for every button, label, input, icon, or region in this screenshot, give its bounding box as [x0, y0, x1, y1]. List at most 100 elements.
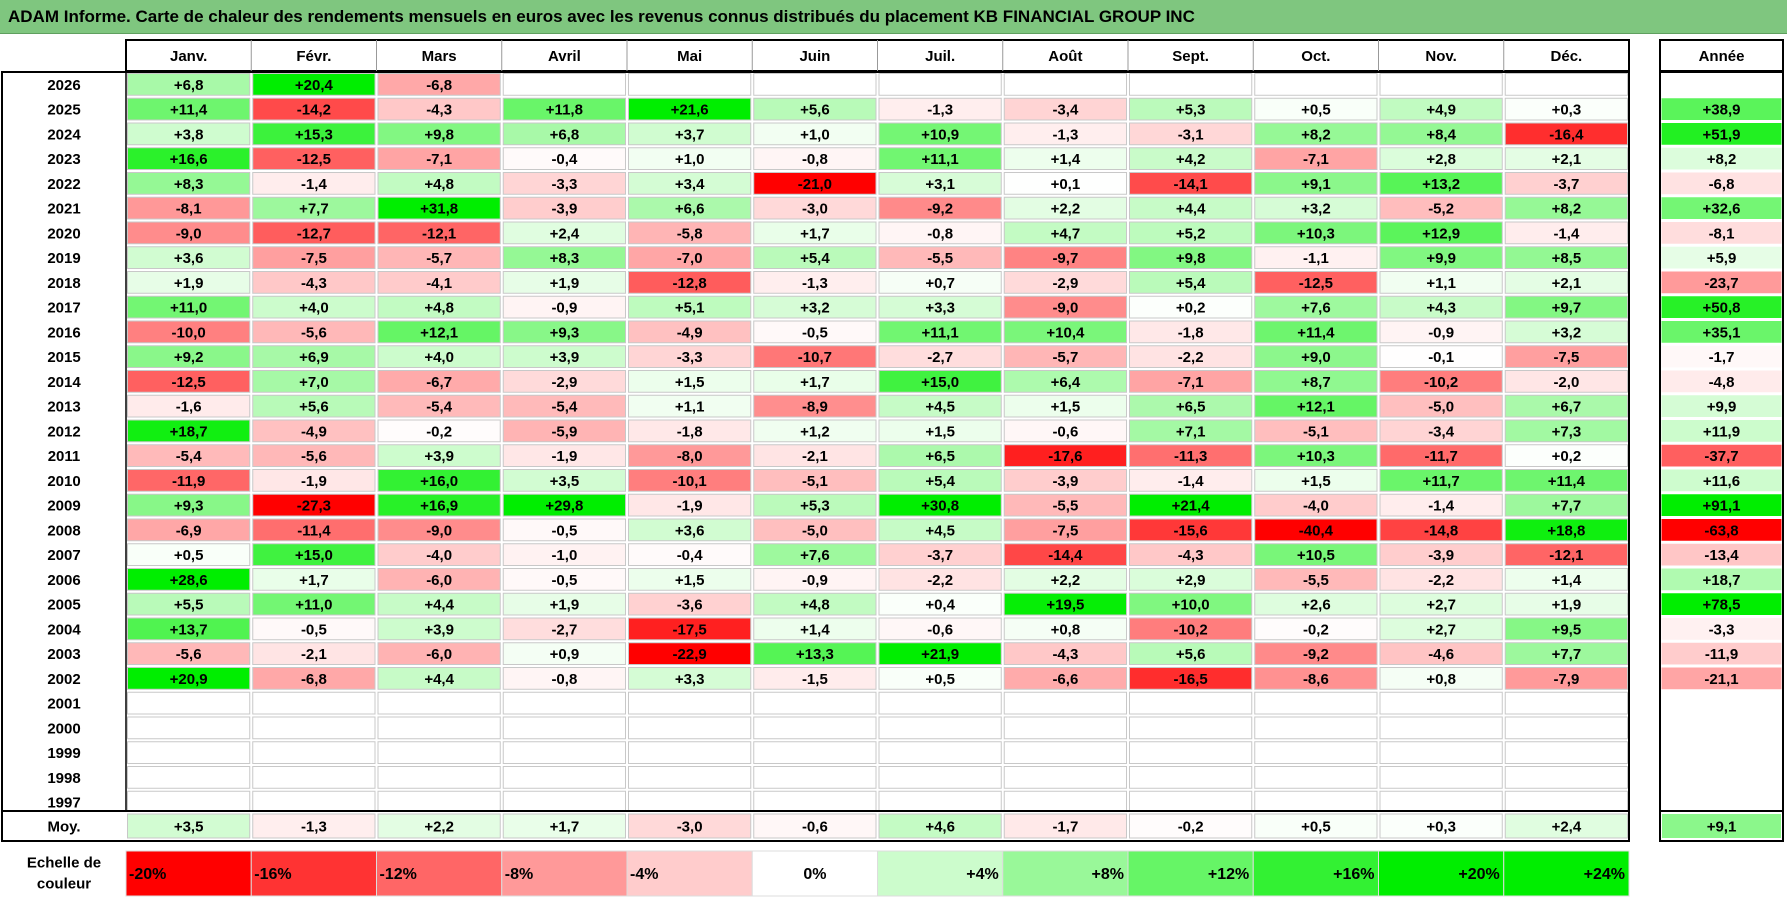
cell-value: -4,6	[1428, 646, 1454, 663]
heatmap-cell	[127, 518, 251, 542]
cell-value: -3,9	[551, 201, 577, 218]
heatmap-cell	[1254, 147, 1378, 170]
heatmap-cell	[1003, 345, 1127, 368]
average-cell	[1254, 813, 1378, 839]
cell-value: -5,1	[1303, 423, 1329, 440]
cell-value: -0,5	[551, 522, 577, 539]
heatmap-cell	[502, 295, 626, 319]
average-value: +4,6	[925, 819, 955, 836]
heatmap-cell	[1254, 469, 1378, 492]
year-label-2020: 2020	[47, 225, 80, 242]
annual-value: +35,1	[1703, 324, 1741, 341]
heatmap-cell	[1003, 394, 1127, 418]
heatmap-cell	[1504, 493, 1628, 517]
annual-average-cell	[1662, 814, 1781, 838]
heatmap-cell	[377, 493, 501, 517]
cell-value: +0,7	[925, 275, 955, 292]
cell-value: +2,9	[1176, 572, 1206, 589]
heatmap-cell	[1003, 790, 1127, 814]
heatmap-cell	[1003, 147, 1127, 170]
cell-value: -17,6	[1048, 448, 1082, 465]
cell-value: +3,3	[925, 300, 955, 317]
year-label-2022: 2022	[47, 176, 80, 193]
heatmap-cell	[628, 271, 752, 294]
heatmap-cell	[878, 320, 1002, 344]
cell-value: +13,7	[170, 621, 208, 638]
cell-value: -14,2	[297, 102, 331, 119]
cell-value: -11,4	[297, 522, 331, 539]
heatmap-cell	[1379, 172, 1503, 195]
heatmap-cell	[1504, 790, 1628, 814]
cell-value: +2,6	[1301, 597, 1331, 614]
average-cell	[1003, 813, 1127, 839]
heatmap-cell	[127, 766, 251, 789]
heatmap-cell	[252, 617, 376, 641]
heatmap-cell	[502, 716, 626, 740]
cell-value: +6,5	[925, 448, 955, 465]
cell-value: +11,4	[1297, 324, 1335, 341]
cell-value: -14,8	[1424, 522, 1458, 539]
scale-label: -20%	[129, 866, 166, 883]
cell-value: -1,9	[551, 448, 577, 465]
cell-value: +21,6	[671, 102, 709, 119]
cell-value: +9,9	[1426, 250, 1456, 267]
cell-value: +7,6	[800, 547, 830, 564]
heatmap-cell	[127, 741, 251, 764]
heatmap-cell	[628, 568, 752, 591]
heatmap-cell	[878, 667, 1002, 690]
heatmap-cell	[1129, 667, 1253, 690]
heatmap-cell	[377, 73, 501, 96]
annual-cell	[1661, 543, 1782, 566]
cell-value: +1,9	[1552, 597, 1582, 614]
average-value: +3,5	[174, 819, 204, 836]
cell-value: -40,4	[1299, 522, 1334, 539]
heatmap-cell	[753, 122, 877, 146]
heatmap-cell	[377, 419, 501, 443]
heatmap-cell	[1129, 691, 1253, 715]
cell-value: -3,7	[1553, 176, 1579, 193]
cell-value: +13,2	[1422, 176, 1460, 193]
heatmap-cell	[878, 444, 1002, 467]
cell-value: +11,4	[1548, 473, 1586, 490]
heatmap-cell	[628, 172, 752, 195]
cell-value: -2,2	[1178, 349, 1204, 366]
heatmap-cell	[127, 543, 251, 566]
cell-value: -7,5	[1553, 349, 1579, 366]
heatmap-cell	[1379, 122, 1503, 146]
heatmap-cell	[1254, 320, 1378, 344]
cell-value: +3,7	[675, 126, 705, 143]
cell-value: -1,0	[551, 547, 577, 564]
heatmap-cell	[753, 592, 877, 616]
cell-value: +1,5	[675, 374, 705, 391]
heatmap-cell	[878, 295, 1002, 319]
cell-value: -4,0	[1303, 498, 1329, 515]
heatmap-cell	[502, 469, 626, 492]
heatmap-cell	[1003, 716, 1127, 740]
average-value: +2,2	[424, 819, 454, 836]
heatmap-cell	[502, 221, 626, 245]
heatmap-cell	[1003, 221, 1127, 245]
cell-value: -0,6	[1052, 423, 1078, 440]
annual-cell	[1661, 271, 1782, 294]
cell-value: +3,9	[550, 349, 580, 366]
average-value: -3,0	[677, 819, 703, 836]
heatmap-cell	[1003, 320, 1127, 344]
cell-value: -6,9	[176, 522, 202, 539]
annual-value: +18,7	[1703, 572, 1741, 589]
cell-value: -5,6	[176, 646, 202, 663]
average-value: +0,3	[1426, 819, 1456, 836]
heatmap-cell	[377, 444, 501, 467]
average-value: -1,3	[301, 819, 327, 836]
cell-value: +7,7	[1552, 498, 1582, 515]
cell-value: -0,5	[802, 324, 828, 341]
heatmap-cell	[252, 97, 376, 121]
average-cell	[1504, 813, 1628, 839]
cell-value: -9,2	[1303, 646, 1329, 663]
cell-value: -5,6	[301, 324, 327, 341]
heatmap-cell	[753, 716, 877, 740]
annual-cell	[1661, 98, 1782, 120]
heatmap-cell	[502, 122, 626, 146]
heatmap-cell	[1254, 221, 1378, 245]
cell-value: +19,5	[1046, 597, 1084, 614]
